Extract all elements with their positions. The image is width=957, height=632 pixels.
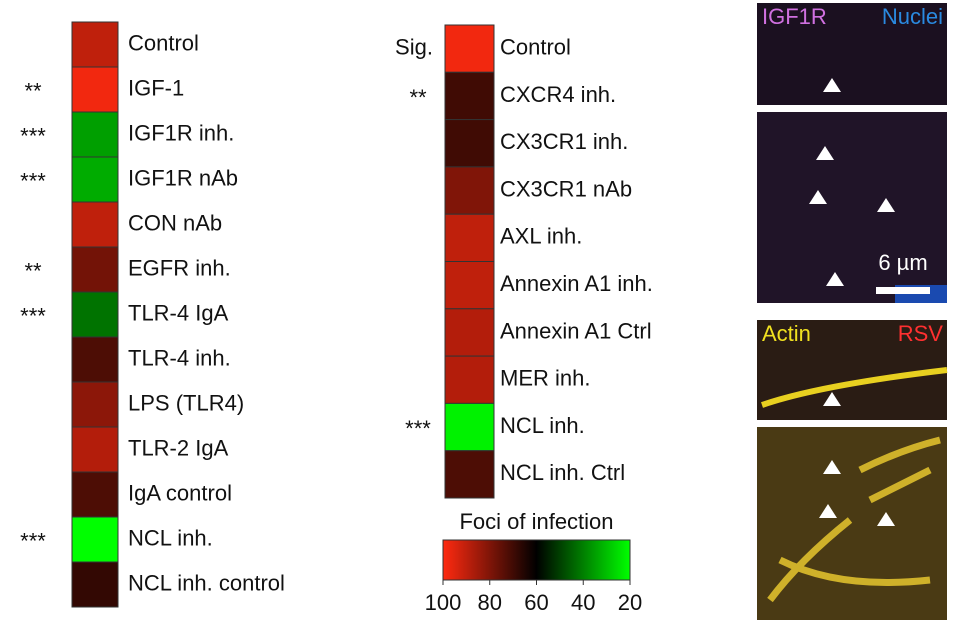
heatmap-cell [444, 213, 495, 262]
heatmap-cell [444, 450, 495, 499]
heatmap-cell [444, 119, 495, 168]
row-label: TLR-4 inh. [128, 345, 231, 370]
microscopy-panels: 6 µm [757, 3, 948, 620]
actin-fiber [761, 367, 948, 408]
heatmap-cell [71, 336, 119, 383]
row-label: TLR-2 IgA [128, 435, 229, 460]
row-label: IgA control [128, 480, 232, 505]
arrowheads [809, 78, 895, 526]
row-label: EGFR inh. [128, 255, 231, 280]
heatmap-cell [71, 426, 119, 473]
significance: *** [20, 168, 46, 193]
colorbar-tick-label: 60 [524, 590, 548, 615]
row-label: CON nAb [128, 210, 222, 235]
significance: ** [24, 258, 42, 283]
image-label: RSV [898, 321, 944, 346]
heatmap-cell [71, 66, 119, 113]
row-label: AXL inh. [500, 224, 582, 249]
image-panel [757, 112, 947, 303]
row-label: TLR-4 IgA [128, 300, 229, 325]
row-label: Annexin A1 inh. [500, 271, 653, 296]
row-label: CXCR4 inh. [500, 82, 616, 107]
image-panel [757, 320, 947, 420]
actin-fiber [767, 436, 941, 603]
colorbar-tick-label: 80 [478, 590, 502, 615]
row-label: Annexin A1 Ctrl [500, 318, 652, 343]
row-label: Control [128, 30, 199, 55]
row-label: LPS (TLR4) [128, 390, 244, 415]
heatmap-cell [444, 24, 495, 73]
heatmap-cell [71, 246, 119, 293]
image-label: Nuclei [882, 4, 943, 29]
heatmap-cell [444, 402, 495, 452]
colorbar-tick-label: 40 [571, 590, 595, 615]
row-label: IGF1R inh. [128, 120, 234, 145]
significance: *** [405, 416, 431, 441]
heatmap-cell [71, 201, 119, 248]
heatmap-cell [71, 561, 119, 608]
significance: *** [20, 123, 46, 148]
image-panel [757, 3, 947, 105]
heatmap-cell [444, 71, 495, 121]
colorbar-title: Foci of infection [459, 509, 613, 534]
row-label: CX3CR1 inh. [500, 129, 628, 154]
significance: *** [20, 528, 46, 553]
significance: ** [24, 78, 42, 103]
colorbar-tick-label: 100 [425, 590, 462, 615]
heatmap-cell [71, 21, 119, 68]
image-panel [757, 427, 947, 620]
heatmap-cell [71, 291, 119, 338]
row-label: NCL inh. control [128, 570, 285, 595]
row-label: Control [500, 34, 571, 59]
significance: ** [409, 85, 427, 110]
row-label: NCL inh. Ctrl [500, 460, 625, 485]
colorbar [442, 539, 631, 581]
heatmap-cell [71, 471, 119, 518]
significance-title: Sig. [395, 34, 433, 59]
significance: *** [20, 303, 46, 328]
heatmap-cell [71, 111, 119, 158]
row-label: IGF-1 [128, 75, 184, 100]
scale-bar [876, 287, 930, 294]
row-label: IGF1R nAb [128, 165, 238, 190]
heatmap-cell [444, 261, 495, 310]
colorbar-tick-label: 20 [618, 590, 642, 615]
row-label: NCL inh. [500, 413, 585, 438]
heatmap-cell [71, 156, 119, 203]
heatmap-cell [444, 308, 495, 357]
scale-bar-label: 6 µm [878, 250, 927, 275]
row-label: NCL inh. [128, 525, 213, 550]
row-label: MER inh. [500, 366, 590, 391]
heatmap-cell [71, 516, 119, 563]
image-label: IGF1R [762, 4, 827, 29]
heatmap-cell [444, 166, 495, 215]
row-label: CX3CR1 nAb [500, 176, 632, 201]
image-label: Actin [762, 321, 811, 346]
heatmap-cell [444, 355, 495, 404]
heatmap-cell [71, 381, 119, 428]
